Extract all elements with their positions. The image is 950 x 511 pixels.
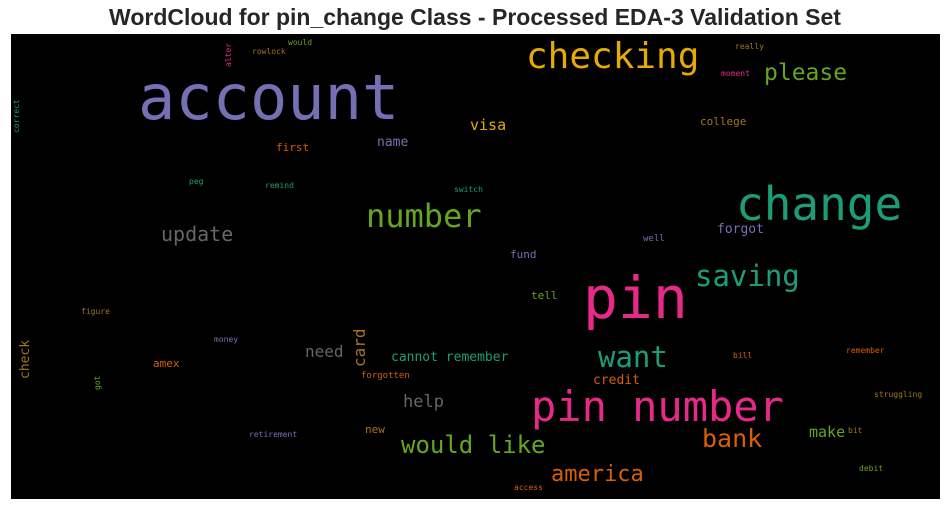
word-check: check: [18, 339, 33, 379]
word-update: update: [161, 222, 234, 246]
wordcloud-canvas: account checking please change number pi…: [11, 34, 940, 499]
word-retirement: retirement: [249, 430, 298, 439]
word-tell: tell: [531, 289, 558, 302]
word-saving: saving: [695, 259, 800, 293]
word-would-like: would like: [401, 431, 546, 459]
word-please: please: [764, 60, 848, 86]
word-account: account: [138, 61, 400, 134]
word-bill: bill: [733, 351, 753, 360]
word-figure: figure: [81, 307, 110, 316]
word-cannot-remember: cannot remember: [391, 350, 509, 365]
word-college: college: [700, 115, 747, 128]
word-bank: bank: [702, 424, 763, 453]
word-card: card: [350, 328, 369, 367]
word-remember: remember: [846, 346, 885, 355]
word-correct: correct: [12, 99, 21, 133]
word-change: change: [736, 177, 903, 231]
word-well: well: [643, 234, 665, 244]
word-got: got: [93, 375, 102, 390]
word-debit: debit: [859, 464, 884, 473]
word-money: money: [214, 335, 239, 344]
word-would: would: [288, 38, 313, 47]
word-alter: alter: [224, 42, 233, 67]
word-forgotten: forgotten: [361, 371, 410, 381]
word-rowlock: rowlock: [252, 47, 286, 56]
word-checking: checking: [526, 36, 700, 77]
word-moment: moment: [721, 69, 750, 78]
word-amex: amex: [153, 357, 180, 370]
word-help: help: [403, 392, 444, 412]
word-fund: fund: [510, 248, 537, 261]
word-visa: visa: [470, 116, 507, 134]
word-first: first: [276, 141, 310, 154]
word-name: name: [377, 135, 409, 150]
word-number: number: [366, 197, 482, 235]
word-forgot: forgot: [717, 222, 764, 237]
word-new: new: [365, 423, 385, 436]
word-want: want: [598, 340, 668, 374]
word-access: access: [514, 483, 543, 492]
word-need: need: [305, 342, 344, 361]
chart-title: WordCloud for pin_change Class - Process…: [109, 4, 841, 30]
word-make: make: [809, 423, 846, 441]
word-bit: bit: [848, 426, 863, 435]
word-struggling: struggling: [874, 390, 923, 399]
word-america: america: [551, 462, 644, 487]
word-switch: switch: [454, 185, 483, 194]
word-pin-number: pin number: [531, 382, 784, 431]
word-pin: pin: [583, 264, 688, 332]
word-peg: peg: [189, 177, 204, 186]
word-remind: remind: [265, 181, 294, 190]
word-credit: credit: [593, 373, 640, 388]
word-really: really: [735, 42, 764, 51]
